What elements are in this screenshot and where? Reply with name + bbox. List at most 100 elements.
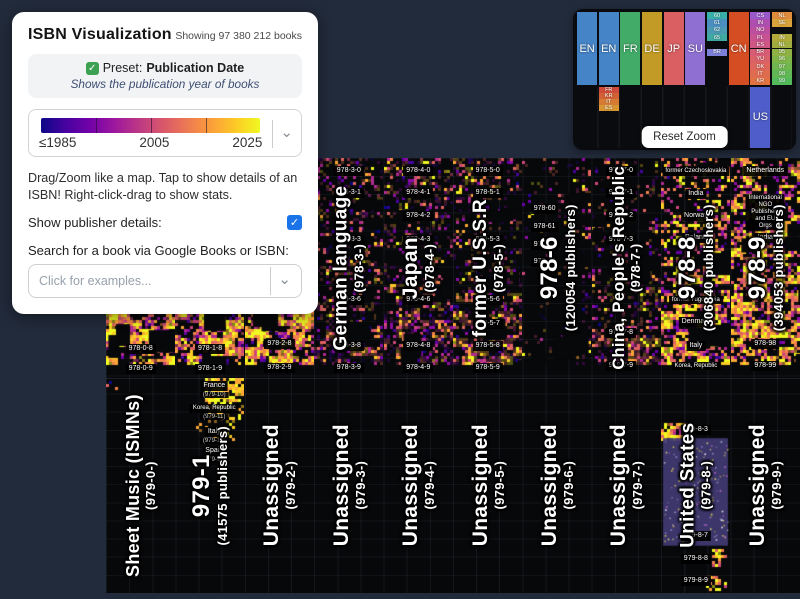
minimap-cell-no[interactable]: NO [750, 26, 771, 34]
minimap-cell-97[interactable]: 97 [771, 63, 793, 71]
colormap-gradient [41, 118, 261, 133]
minimap-column-4[interactable]: JP [663, 12, 684, 85]
show-publisher-checkbox[interactable] [287, 215, 302, 230]
divider [270, 267, 272, 295]
minimap-column-0[interactable] [577, 87, 597, 148]
search-input[interactable]: Click for examples... ⌄ [28, 264, 302, 298]
isbn-block-texture [661, 158, 731, 378]
minimap-column-0[interactable]: EN [577, 12, 598, 85]
minimap-column-1[interactable]: EN [598, 12, 619, 85]
minimap-column-5[interactable]: SU [685, 12, 706, 85]
isbn-block-texture [522, 378, 592, 593]
minimap-column-7[interactable] [729, 87, 749, 148]
minimap-column-6[interactable]: 60 61 62 65 BR [706, 12, 728, 85]
minimap-cell-in[interactable]: IN [750, 19, 771, 27]
row-divider [106, 378, 800, 379]
isbn-block-979-4[interactable]: Unassigned (979-4-) [383, 378, 453, 593]
reset-zoom-button[interactable]: Reset Zoom [641, 126, 728, 148]
minimap-cell-es[interactable]: ES [750, 41, 771, 49]
minimap[interactable]: EN EN FR DE JP SU 60 61 62 65 BR CN CS IN NO PL ES BR YU DK… [573, 9, 796, 150]
preset-box[interactable]: Preset: Publication Date Shows the publi… [28, 54, 302, 98]
minimap-cell-jp[interactable]: JP [663, 12, 684, 85]
isbn-block-978-9[interactable]: Netherlands International NGO Publishers … [730, 158, 800, 378]
minimap-cell-en[interactable]: EN [577, 12, 598, 85]
minimap-cell-nl[interactable]: NL [771, 41, 793, 49]
minimap-cell-de[interactable]: DE [641, 12, 663, 85]
minimap-cell-fr[interactable]: FR [620, 12, 641, 85]
isbn-block-978-5[interactable]: 978-5-0 978-5-1 978-5-3 978-5-6 978-5-7 978-5… [453, 158, 522, 378]
minimap-column-9[interactable]: NL SE IN NL 95 96 97 98 99 [771, 12, 793, 85]
minimap-cell-fr[interactable]: FR [598, 86, 619, 93]
isbn-block-978-3[interactable]: 978-3-0 978-3-1 978-3-3 978-3-6 978-3-8 978-3… [314, 158, 384, 378]
isbn-block-texture [314, 158, 384, 378]
minimap-cell-kr[interactable]: KR [750, 77, 771, 85]
isbn-block-texture [244, 378, 314, 593]
minimap-cell-61[interactable]: 61 [706, 19, 728, 27]
books-count: Showing 97 380 212 books [175, 30, 302, 42]
isbn-block-texture [730, 378, 800, 593]
minimap-cell-se[interactable]: SE [771, 19, 793, 27]
minimap-cell-cn[interactable]: CN [728, 12, 749, 85]
minimap-cell-us[interactable]: US [750, 86, 771, 148]
divider [272, 120, 274, 148]
legend-mid-label: 2005 [139, 135, 170, 150]
isbn-block-texture [453, 158, 522, 378]
colormap-legend[interactable]: ≤1985 2005 2025 ⌄ [28, 109, 302, 157]
isbn-block-texture [453, 378, 522, 593]
minimap-cell-65[interactable]: 65 [706, 33, 728, 42]
search-placeholder: Click for examples... [39, 274, 152, 288]
isbn-block-979-8[interactable]: 979-8-3 979-8-7 979-8-8 979-8-9 United State… [661, 378, 731, 593]
minimap-cell-it[interactable]: IT [750, 70, 771, 78]
minimap-column-8[interactable]: CS IN NO PL ES BR YU DK IT KR [750, 12, 771, 85]
minimap-row-978[interactable]: EN EN FR DE JP SU 60 61 62 65 BR CN CS IN NO PL ES BR YU DK… [577, 12, 793, 85]
isbn-block-978-4[interactable]: 978-4-0 978-4-1 978-4-2 978-4-3 978-4-6 978-4… [383, 158, 453, 378]
isbn-block-979-6[interactable]: Unassigned (979-6-) [522, 378, 592, 593]
minimap-column-9[interactable] [772, 87, 792, 148]
minimap-cell-es[interactable]: ES [598, 104, 619, 111]
isbn-block-979-5[interactable]: Unassigned (979-5-) [453, 378, 522, 593]
isbn-block-979-2[interactable]: Unassigned (979-2-) [244, 378, 314, 593]
minimap-cell-yu[interactable]: YU [750, 55, 771, 64]
isbn-block-979-7[interactable]: Unassigned (979-7-) [591, 378, 661, 593]
minimap-cell-su[interactable]: SU [685, 12, 706, 85]
minimap-cell-br[interactable]: BR [750, 48, 771, 56]
minimap-column-2[interactable] [620, 87, 640, 148]
minimap-cell-en[interactable]: EN [598, 12, 619, 85]
minimap-column-1[interactable]: FR KR IT ES [598, 86, 619, 148]
isbn-block-979-1[interactable]: France (979-10) Korea, Republic (979-11) Ita… [175, 378, 245, 593]
isbn-block-979-0[interactable]: Sheet Music (ISMNs) (979-0-) [106, 378, 175, 593]
isbn-block-979-9[interactable]: Unassigned (979-9-) [730, 378, 800, 593]
minimap-column-7[interactable]: CN [728, 12, 749, 85]
legend-tick [95, 118, 97, 133]
isbn-block-978-7[interactable]: 978-7-0 978-7-1 978-7-2 978-7-3 978-7-8 978-7… [591, 158, 661, 378]
isbn-block-979-3[interactable]: Unassigned (979-3-) [314, 378, 384, 593]
minimap-column-8[interactable]: US [750, 86, 771, 148]
minimap-cell-95[interactable]: 95 [771, 48, 793, 56]
minimap-cell-99[interactable]: 99 [771, 77, 793, 85]
minimap-cell-62[interactable]: 62 [706, 26, 728, 34]
isbn-block-978-6[interactable]: 978-60 978-61 978-62 978-65 978-6 (120054 pub… [522, 158, 592, 378]
instructions-text: Drag/Zoom like a map. Tap to show detail… [28, 171, 298, 202]
minimap-column-2[interactable]: FR [620, 12, 641, 85]
minimap-cell-60[interactable]: 60 [706, 12, 728, 20]
chevron-down-icon[interactable]: ⌄ [278, 270, 291, 288]
minimap-column-3[interactable]: DE [641, 12, 663, 85]
minimap-cell-in[interactable]: IN [771, 33, 793, 42]
isbn-block-texture [591, 378, 661, 593]
minimap-cell-nl[interactable]: NL [771, 12, 793, 20]
preset-description: Shows the publication year of books [70, 77, 260, 91]
minimap-cell-96[interactable]: 96 [771, 55, 793, 64]
minimap-cell-dk[interactable]: DK [750, 63, 771, 71]
minimap-cell-pl[interactable]: PL [750, 33, 771, 42]
chevron-down-icon[interactable]: ⌄ [280, 123, 293, 141]
publisher-toggle-row: Show publisher details: [28, 215, 302, 230]
minimap-cell-cs[interactable]: CS [750, 12, 771, 20]
minimap-cell-br[interactable]: BR [706, 48, 728, 56]
isbn-block-texture [522, 158, 592, 378]
minimap-cell-it[interactable]: IT [598, 98, 619, 105]
show-publisher-label: Show publisher details: [28, 215, 162, 230]
isbn-block-texture [383, 378, 453, 593]
minimap-cell-98[interactable]: 98 [771, 70, 793, 78]
minimap-cell-kr[interactable]: KR [598, 92, 619, 99]
isbn-block-978-8[interactable]: former Czechoslovakia India Norway Poland fo… [661, 158, 731, 378]
